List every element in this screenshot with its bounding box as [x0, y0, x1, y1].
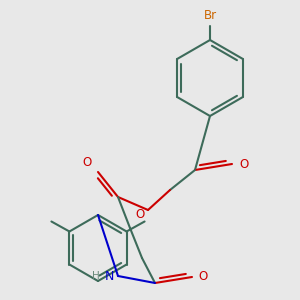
Text: Br: Br — [203, 9, 217, 22]
Text: O: O — [198, 271, 207, 284]
Text: O: O — [83, 156, 92, 169]
Text: O: O — [239, 158, 248, 170]
Text: O: O — [136, 208, 145, 220]
Text: N: N — [104, 269, 114, 283]
Text: H: H — [92, 271, 100, 281]
